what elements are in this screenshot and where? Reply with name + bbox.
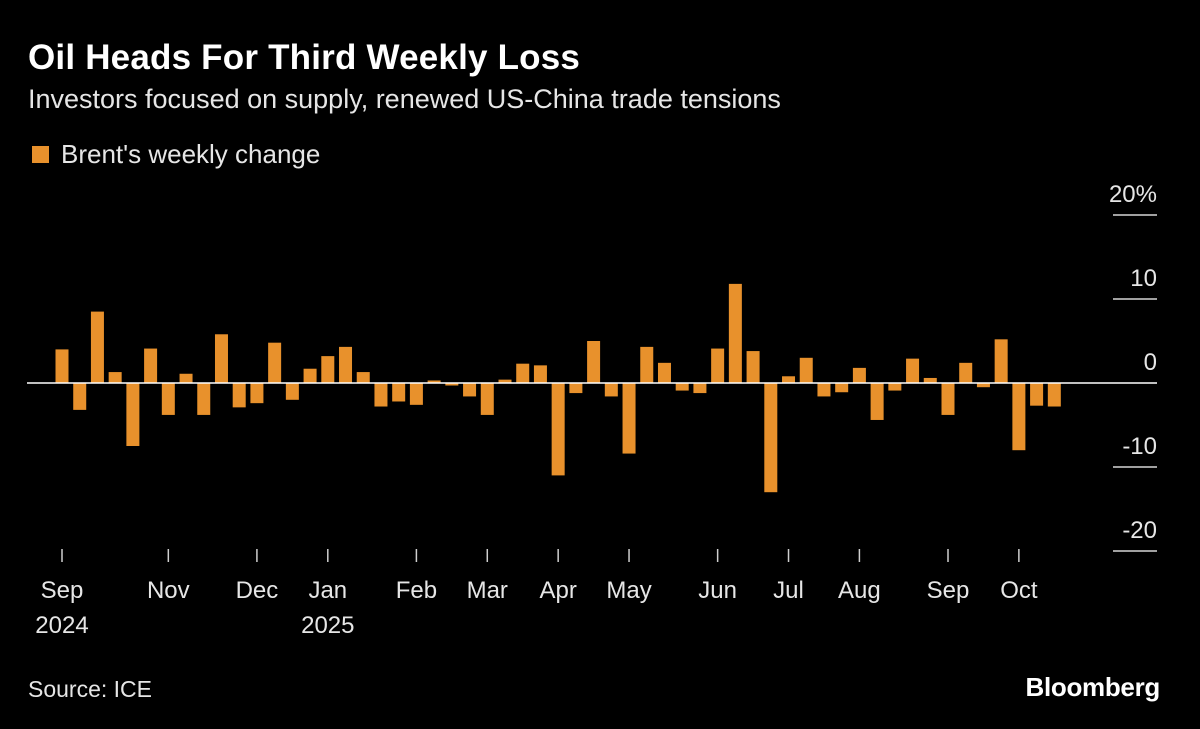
bar bbox=[675, 383, 689, 391]
x-tick-label: May bbox=[606, 577, 651, 604]
y-tick-label: -20 bbox=[1122, 517, 1157, 544]
bar bbox=[179, 373, 193, 383]
bar bbox=[799, 357, 813, 383]
bar bbox=[339, 346, 353, 383]
x-tick-label: Jul bbox=[773, 577, 804, 604]
bar bbox=[144, 348, 158, 383]
bar bbox=[728, 283, 742, 383]
x-tick-label: Sep bbox=[41, 577, 84, 604]
bar bbox=[870, 383, 884, 420]
legend: Brent's weekly change bbox=[32, 139, 320, 170]
bar bbox=[693, 383, 707, 394]
bar bbox=[923, 377, 937, 383]
y-tick-label: 10 bbox=[1130, 265, 1157, 292]
bar bbox=[321, 356, 335, 383]
legend-label: Brent's weekly change bbox=[61, 139, 321, 169]
x-tick-label: Aug bbox=[838, 577, 881, 604]
y-tick-label: 20% bbox=[1109, 181, 1157, 208]
bar bbox=[445, 383, 459, 386]
bar bbox=[463, 383, 477, 397]
bar bbox=[640, 346, 654, 383]
bar bbox=[852, 367, 866, 383]
bar bbox=[1012, 383, 1026, 451]
bar bbox=[551, 383, 565, 476]
bar bbox=[498, 379, 512, 383]
x-tick-label: Jun bbox=[698, 577, 737, 604]
bar bbox=[285, 383, 299, 400]
bar bbox=[569, 383, 583, 394]
x-tick-year-label: 2025 bbox=[301, 612, 354, 639]
bar bbox=[161, 383, 175, 415]
bar bbox=[906, 358, 920, 383]
bar bbox=[409, 383, 423, 405]
chart-title: Oil Heads For Third Weekly Loss bbox=[28, 38, 581, 77]
bar bbox=[941, 383, 955, 415]
bar bbox=[657, 362, 671, 383]
x-tick-label: Oct bbox=[1000, 577, 1038, 604]
bar bbox=[746, 351, 760, 383]
bar bbox=[711, 348, 725, 383]
bar bbox=[1047, 383, 1061, 407]
bar bbox=[587, 341, 601, 383]
bar bbox=[303, 368, 317, 383]
bar bbox=[516, 363, 530, 383]
x-tick-label: Feb bbox=[396, 577, 437, 604]
x-tick-label: Mar bbox=[467, 577, 508, 604]
bar bbox=[1030, 383, 1044, 406]
bar bbox=[994, 339, 1008, 383]
bar bbox=[959, 362, 973, 383]
source-note: Source: ICE bbox=[28, 676, 152, 702]
x-tick-label: Sep bbox=[927, 577, 970, 604]
bar bbox=[55, 349, 69, 383]
bar bbox=[782, 376, 796, 383]
bar bbox=[268, 342, 282, 383]
bar bbox=[250, 383, 264, 404]
bar bbox=[392, 383, 406, 402]
bar bbox=[232, 383, 246, 408]
bar bbox=[480, 383, 494, 415]
x-tick-label: Jan bbox=[308, 577, 347, 604]
bar bbox=[126, 383, 140, 446]
bar bbox=[533, 365, 547, 383]
bar bbox=[214, 334, 228, 383]
bar bbox=[374, 383, 388, 407]
bar bbox=[108, 372, 122, 383]
bar bbox=[197, 383, 211, 415]
x-tick-label: Dec bbox=[236, 577, 279, 604]
x-tick-label: Nov bbox=[147, 577, 190, 604]
y-tick-label: 0 bbox=[1144, 349, 1157, 376]
bloomberg-logo: Bloomberg bbox=[1025, 672, 1160, 702]
bar bbox=[90, 311, 104, 383]
bar bbox=[764, 383, 778, 493]
bar bbox=[356, 372, 370, 383]
bar bbox=[622, 383, 636, 454]
bar bbox=[73, 383, 87, 410]
bar bbox=[976, 383, 990, 388]
bar bbox=[888, 383, 902, 391]
bar bbox=[427, 380, 441, 383]
y-tick-label: -10 bbox=[1122, 433, 1157, 460]
bar bbox=[835, 383, 849, 393]
bar bbox=[604, 383, 618, 397]
bar bbox=[817, 383, 831, 397]
x-tick-year-label: 2024 bbox=[35, 612, 88, 639]
chart-subtitle: Investors focused on supply, renewed US-… bbox=[28, 84, 781, 114]
x-tick-label: Apr bbox=[539, 577, 576, 604]
legend-swatch bbox=[32, 146, 49, 163]
